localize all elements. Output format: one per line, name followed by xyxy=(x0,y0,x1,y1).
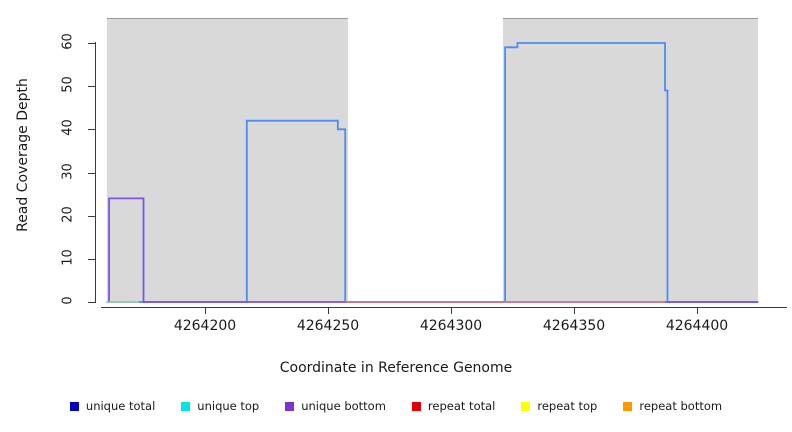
x-tick-label: 4264200 xyxy=(173,318,237,334)
x-tick-label: 4264300 xyxy=(419,318,483,334)
chart-legend: unique total unique top unique bottom repea… xyxy=(0,399,792,413)
legend-item[interactable]: unique bottom xyxy=(285,399,386,413)
y-tick xyxy=(88,172,95,174)
y-tick xyxy=(88,43,95,44)
y-tick xyxy=(88,129,95,131)
x-tick xyxy=(451,307,452,314)
legend-label: repeat top xyxy=(537,399,598,413)
x-tick-label: 4264350 xyxy=(542,318,606,334)
y-tick xyxy=(88,215,95,217)
legend-label: repeat bottom xyxy=(639,399,723,413)
x-tick-label: 4264250 xyxy=(296,318,360,334)
y-tick-label: 60 xyxy=(60,33,76,50)
y-tick-label: 30 xyxy=(60,162,76,180)
y-tick-label: 10 xyxy=(60,249,76,266)
legend-label: unique bottom xyxy=(301,399,386,413)
shaded-region xyxy=(502,18,759,303)
shaded-region-edge xyxy=(106,18,348,19)
coverage-step-purple xyxy=(106,197,759,303)
x-tick-label: 4264400 xyxy=(665,318,729,334)
legend-swatch-icon xyxy=(69,401,79,411)
shaded-region xyxy=(106,18,348,303)
plot-panel xyxy=(101,18,786,303)
y-axis-line xyxy=(95,42,96,303)
legend-item[interactable]: unique total xyxy=(69,399,156,413)
y-tick-label: 50 xyxy=(60,76,76,93)
y-axis-title: Read Coverage Depth xyxy=(15,78,31,232)
y-tick-label: 40 xyxy=(60,119,76,137)
y-tick xyxy=(88,302,95,303)
x-tick xyxy=(328,307,329,314)
legend-item[interactable]: unique top xyxy=(181,399,259,413)
legend-label: repeat total xyxy=(427,399,496,413)
x-axis-title: Coordinate in Reference Genome xyxy=(279,360,513,376)
series-layer xyxy=(106,42,759,303)
legend-swatch-icon xyxy=(285,401,295,411)
coverage-step-blue xyxy=(106,42,759,303)
x-tick xyxy=(574,307,575,314)
legend-item[interactable]: repeat top xyxy=(521,399,597,413)
y-tick-label: 20 xyxy=(60,205,76,223)
y-tick-label: 0 xyxy=(60,296,76,305)
x-axis-line xyxy=(101,307,787,308)
y-tick xyxy=(88,258,95,260)
legend-item[interactable]: repeat total xyxy=(411,399,496,413)
legend-swatch-icon xyxy=(623,401,633,411)
y-tick xyxy=(88,86,95,88)
legend-swatch-icon xyxy=(181,401,191,411)
legend-swatch-icon xyxy=(521,401,531,411)
legend-item[interactable]: repeat bottom xyxy=(623,399,722,413)
legend-swatch-icon xyxy=(411,401,421,411)
legend-label: unique top xyxy=(197,399,260,413)
legend-label: unique total xyxy=(85,399,156,413)
x-tick xyxy=(697,307,698,314)
x-tick xyxy=(205,307,206,314)
shaded-region-edge xyxy=(502,18,759,19)
